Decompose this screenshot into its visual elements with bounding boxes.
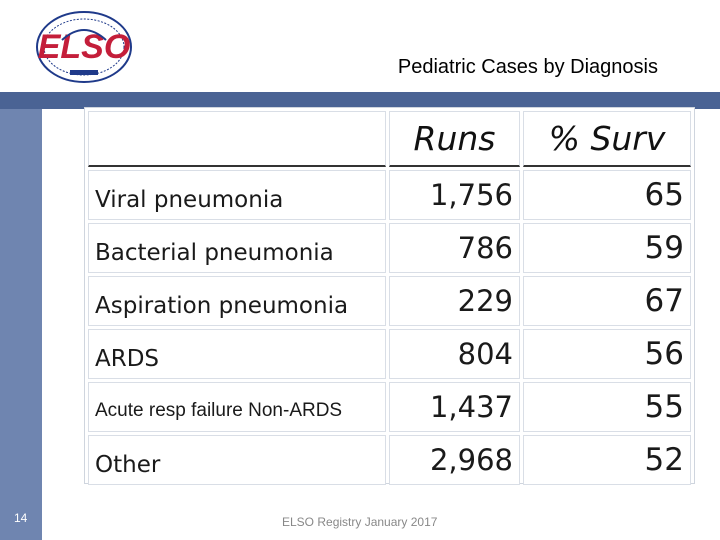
table-row: Viral pneumonia 1,756 65 bbox=[88, 170, 691, 220]
table-row: ARDS 804 56 bbox=[88, 329, 691, 379]
row-label: Acute resp failure Non-ARDS bbox=[88, 382, 386, 432]
row-surv: 59 bbox=[523, 223, 691, 273]
row-label: Other bbox=[88, 435, 386, 485]
row-label: Viral pneumonia bbox=[88, 170, 386, 220]
slide-header: ELSO Pediatric Cases by Diagnosis bbox=[0, 0, 720, 92]
row-runs: 2,968 bbox=[389, 435, 520, 485]
top-accent-bar bbox=[0, 92, 720, 109]
row-runs: 1,756 bbox=[389, 170, 520, 220]
footer-source: ELSO Registry January 2017 bbox=[282, 515, 438, 529]
row-label: Bacterial pneumonia bbox=[88, 223, 386, 273]
row-surv: 65 bbox=[523, 170, 691, 220]
table-row: Acute resp failure Non-ARDS 1,437 55 bbox=[88, 382, 691, 432]
page-number: 14 bbox=[14, 511, 28, 525]
header-surv: % Surv bbox=[523, 111, 691, 167]
row-surv: 55 bbox=[523, 382, 691, 432]
row-surv: 56 bbox=[523, 329, 691, 379]
header-label bbox=[88, 111, 386, 167]
row-runs: 229 bbox=[389, 276, 520, 326]
diagnosis-table: Runs % Surv Viral pneumonia 1,756 65 Bac… bbox=[84, 107, 695, 485]
svg-text:ELSO: ELSO bbox=[38, 28, 131, 66]
row-label: Aspiration pneumonia bbox=[88, 276, 386, 326]
header-runs: Runs bbox=[389, 111, 520, 167]
table-header-row: Runs % Surv bbox=[88, 111, 691, 167]
table-row: Aspiration pneumonia 229 67 bbox=[88, 276, 691, 326]
row-label: ARDS bbox=[88, 329, 386, 379]
row-surv: 52 bbox=[523, 435, 691, 485]
elso-logo: ELSO bbox=[36, 11, 132, 83]
row-runs: 1,437 bbox=[389, 382, 520, 432]
table-row: Other 2,968 52 bbox=[88, 435, 691, 485]
row-surv: 67 bbox=[523, 276, 691, 326]
row-runs: 786 bbox=[389, 223, 520, 273]
row-runs: 804 bbox=[389, 329, 520, 379]
side-accent-bar bbox=[0, 109, 42, 540]
slide-title: Pediatric Cases by Diagnosis bbox=[397, 56, 658, 78]
table-row: Bacterial pneumonia 786 59 bbox=[88, 223, 691, 273]
